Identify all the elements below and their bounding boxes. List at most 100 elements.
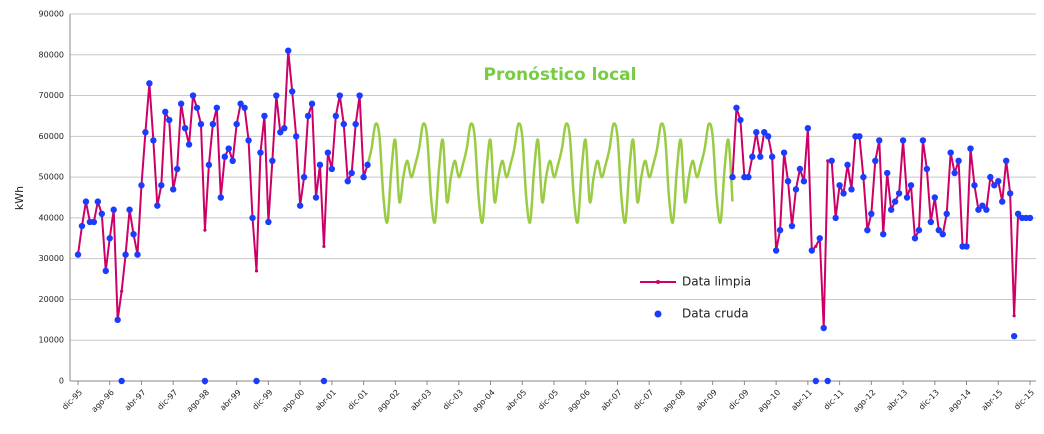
- raw-point: [134, 251, 141, 258]
- raw-point: [154, 202, 161, 209]
- raw-point: [177, 100, 185, 107]
- raw-point: [812, 377, 819, 385]
- raw-point: [923, 165, 931, 173]
- raw-point: [828, 157, 835, 164]
- raw-point: [312, 194, 320, 201]
- raw-point: [229, 157, 236, 164]
- raw-point: [784, 177, 792, 185]
- raw-point: [364, 161, 371, 169]
- clean-point: [254, 269, 259, 273]
- raw-point: [98, 210, 106, 218]
- y-tick-label: 20000: [39, 295, 64, 304]
- raw-point: [201, 377, 209, 385]
- raw-point: [1010, 332, 1018, 340]
- raw-point: [884, 169, 891, 177]
- raw-point: [336, 92, 343, 99]
- raw-point: [983, 206, 990, 213]
- raw-point: [360, 173, 367, 181]
- raw-point: [356, 92, 363, 99]
- raw-point: [170, 186, 177, 193]
- y-tick-label: 30000: [39, 254, 64, 263]
- raw-point: [78, 222, 86, 230]
- raw-point: [142, 129, 149, 136]
- raw-point: [947, 149, 954, 156]
- legend-label: Data cruda: [682, 307, 749, 321]
- raw-point: [257, 149, 264, 156]
- raw-point: [324, 149, 332, 156]
- raw-point: [225, 145, 232, 152]
- raw-point: [967, 145, 974, 152]
- raw-point: [197, 120, 205, 128]
- raw-point: [792, 186, 800, 193]
- clean-point: [120, 289, 124, 293]
- raw-point: [122, 251, 129, 258]
- raw-point: [304, 112, 312, 120]
- raw-point: [82, 198, 90, 205]
- raw-point: [768, 153, 776, 160]
- raw-point: [757, 153, 764, 160]
- raw-point: [189, 92, 197, 99]
- raw-point: [332, 112, 340, 120]
- raw-point: [328, 165, 336, 173]
- y-tick-label: 80000: [39, 50, 64, 59]
- raw-point: [975, 206, 982, 213]
- raw-point: [150, 137, 157, 144]
- raw-point: [868, 210, 875, 218]
- raw-point: [126, 206, 133, 213]
- raw-point: [864, 226, 871, 234]
- raw-point: [780, 149, 788, 156]
- raw-point: [745, 173, 752, 181]
- raw-point: [316, 161, 324, 169]
- raw-point: [931, 194, 938, 201]
- y-tick-label: 70000: [39, 91, 64, 100]
- raw-point: [94, 198, 102, 205]
- raw-point: [221, 153, 228, 160]
- raw-point: [102, 267, 109, 275]
- raw-point: [903, 194, 911, 201]
- raw-point: [733, 104, 740, 111]
- raw-point: [729, 173, 736, 181]
- raw-point: [848, 186, 855, 193]
- raw-point: [979, 202, 986, 209]
- raw-point: [880, 231, 887, 238]
- raw-point: [90, 218, 98, 226]
- raw-point: [296, 202, 304, 209]
- raw-point: [820, 324, 827, 332]
- raw-point: [166, 116, 173, 124]
- clean-point: [203, 228, 207, 232]
- raw-point: [320, 377, 328, 385]
- raw-point: [249, 214, 256, 222]
- raw-point: [887, 206, 895, 213]
- raw-point: [217, 194, 224, 201]
- y-axis-label: kWh: [13, 186, 26, 210]
- raw-point: [872, 157, 879, 164]
- raw-point: [995, 177, 1002, 185]
- raw-point: [840, 190, 847, 197]
- raw-point: [74, 251, 82, 258]
- raw-point: [1026, 214, 1034, 222]
- raw-point: [158, 182, 165, 189]
- series-line: [366, 122, 734, 225]
- raw-point: [915, 226, 923, 234]
- raw-point: [237, 100, 244, 107]
- raw-point: [971, 182, 978, 189]
- raw-point: [999, 198, 1006, 205]
- raw-point: [939, 231, 946, 238]
- legend-label: Data limpia: [682, 275, 751, 289]
- clean-point: [322, 244, 326, 249]
- y-tick-label: 10000: [39, 336, 64, 345]
- clean-point: [826, 159, 830, 163]
- raw-point: [796, 165, 804, 173]
- raw-point: [162, 108, 169, 116]
- raw-point: [776, 226, 784, 234]
- raw-point: [352, 120, 359, 128]
- raw-point: [269, 157, 276, 164]
- raw-point: [308, 100, 316, 107]
- raw-point: [816, 235, 823, 242]
- raw-point: [340, 120, 347, 128]
- y-tick-label: 90000: [39, 10, 64, 19]
- raw-point: [832, 214, 839, 222]
- raw-point: [181, 124, 189, 132]
- raw-point: [114, 316, 121, 324]
